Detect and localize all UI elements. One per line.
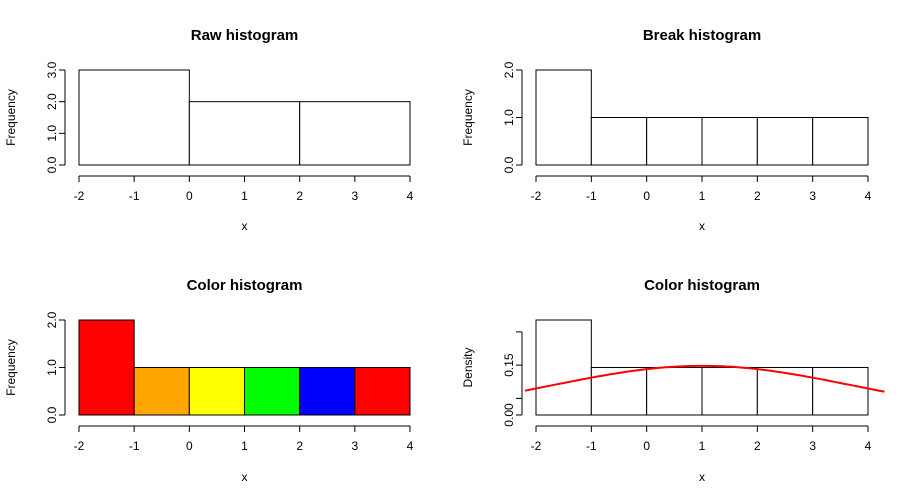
histogram-panel-1: Raw histogram -2 -1 0 1 2 3 4 x 0.0 1.0 2.0 3.0 Frequ… (4, 27, 414, 233)
chart-title: Break histogram (643, 27, 761, 44)
x-tick-label: 0 (643, 439, 650, 453)
y-tick-label: 0.0 (45, 156, 59, 173)
histogram-bar (188, 101, 301, 166)
x-tick-label: -1 (586, 189, 597, 203)
y-axis: 0.00 0.15 (502, 331, 523, 427)
x-tick-label: 4 (865, 439, 872, 453)
y-axis-label: Density (461, 347, 475, 387)
density-curve (524, 364, 885, 393)
x-tick-label: -1 (129, 189, 140, 203)
chart-title: Color histogram (187, 277, 303, 294)
x-tick-label: 3 (809, 439, 816, 453)
y-tick-label: 3.0 (45, 61, 59, 78)
histogram-bar (133, 367, 190, 416)
histogram-bar (78, 319, 135, 416)
x-axis-label: x (699, 219, 705, 233)
y-tick-label: 2.0 (45, 311, 59, 328)
x-tick-label: 4 (407, 189, 414, 203)
x-tick-label: 3 (351, 189, 358, 203)
x-tick-label: 4 (407, 439, 414, 453)
x-tick-label: 0 (186, 189, 193, 203)
x-tick-label: 2 (754, 189, 761, 203)
histogram-bar (244, 367, 301, 416)
y-axis: 0.0 1.0 2.0 3.0 (45, 61, 66, 173)
y-tick-label: 2.0 (45, 93, 59, 110)
y-tick-label: 1.0 (45, 125, 59, 142)
histogram-bar (812, 117, 869, 166)
x-tick-label: 2 (754, 439, 761, 453)
histogram-bar (188, 367, 245, 416)
y-tick-label: 0.0 (45, 406, 59, 423)
x-tick-label: 3 (351, 439, 358, 453)
x-tick-label: 1 (699, 439, 706, 453)
histogram-bar (756, 366, 814, 416)
y-axis-label: Frequency (4, 339, 18, 396)
x-axis: -2 -1 0 1 2 3 4 (531, 425, 872, 453)
x-tick-label: -2 (531, 189, 542, 203)
x-tick-label: -2 (74, 439, 85, 453)
x-axis-label: x (242, 219, 248, 233)
histogram-bar (646, 366, 703, 416)
x-axis: -2 -1 0 1 2 3 4 (531, 175, 872, 203)
x-tick-label: -1 (129, 439, 140, 453)
x-tick-label: 1 (241, 189, 248, 203)
x-tick-label: 1 (699, 189, 706, 203)
histogram-bar (299, 101, 411, 166)
histogram-bar (701, 117, 758, 166)
histogram-bar (535, 319, 592, 416)
y-tick-label: 1.0 (502, 109, 516, 126)
histogram-bar (354, 367, 411, 416)
y-axis: 0.0 1.0 2.0 (45, 311, 66, 423)
x-axis-label: x (699, 470, 705, 484)
histogram-bar (812, 366, 869, 416)
chart-title: Raw histogram (191, 27, 299, 44)
y-axis: 0.0 1.0 2.0 (502, 61, 523, 173)
histogram-panel-4: Color histogram -2 -1 0 1 2 3 4 x 0.00 0.15 Density (461, 277, 885, 484)
x-axis: -2 -1 0 1 2 3 4 (74, 175, 414, 203)
y-tick-label: 2.0 (502, 61, 516, 78)
histogram-bar (535, 69, 592, 166)
y-axis-label: Frequency (4, 89, 18, 146)
x-tick-label: 2 (296, 439, 303, 453)
y-tick-label: 1.0 (45, 359, 59, 376)
chart-title: Color histogram (644, 277, 760, 294)
y-axis-label: Frequency (461, 89, 475, 146)
histogram-bar (78, 69, 190, 166)
histogram-bar (299, 367, 356, 416)
x-tick-label: 0 (643, 189, 650, 203)
x-tick-label: 3 (809, 189, 816, 203)
x-tick-label: -2 (74, 189, 85, 203)
histogram-panel-2: Break histogram -2 -1 0 1 2 3 4 x 0.0 1.0 2.0 Freque… (461, 27, 872, 233)
y-tick-label: 0.15 (502, 353, 516, 377)
histogram-bar (646, 117, 703, 166)
x-tick-label: 4 (865, 189, 872, 203)
x-tick-label: -1 (586, 439, 597, 453)
histogram-bar (701, 366, 758, 416)
histogram-panel-3: Color histogram -2 -1 0 1 2 3 4 x 0.0 1.0 2.0 Freque… (4, 277, 414, 484)
histogram-bar (590, 366, 648, 416)
y-tick-label: 0.0 (502, 156, 516, 173)
histogram-bar (756, 117, 814, 166)
x-axis: -2 -1 0 1 2 3 4 (74, 425, 414, 453)
x-tick-label: 0 (186, 439, 193, 453)
y-tick-label: 0.00 (502, 403, 516, 427)
x-axis-label: x (242, 470, 248, 484)
x-tick-label: 2 (296, 189, 303, 203)
x-tick-label: -2 (531, 439, 542, 453)
x-tick-label: 1 (241, 439, 248, 453)
histogram-bar (590, 117, 648, 166)
